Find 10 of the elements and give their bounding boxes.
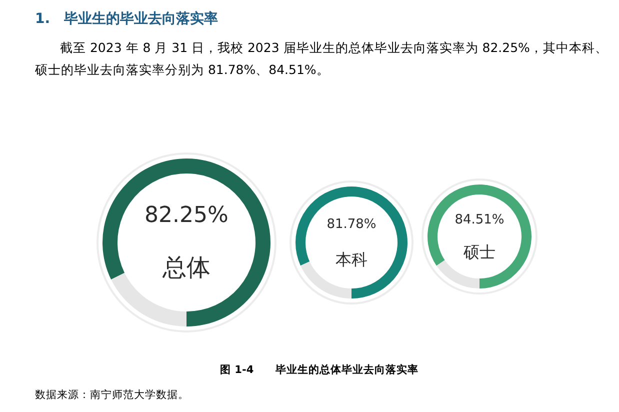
slice-label: 本科 — [336, 250, 368, 269]
slice-label: 总体 — [162, 254, 210, 282]
slice-label: 硕士 — [462, 242, 496, 262]
caption: 图 1-4 毕业生的总体毕业去向落实率 — [220, 363, 419, 378]
chart-title: 1. 毕业生的毕业去向落实率 — [35, 10, 220, 29]
data-label: 82.25% — [144, 203, 228, 228]
source-note: 数据来源：南宁师范大学数据。 — [35, 388, 190, 402]
text: 截至 2023 年 8 月 31 日，我校 2023 届毕业生的总体毕业去向落实率为 82.25%，其中本科、硕士的毕业去向落实率分别为 81.78%、84.51%。 — [35, 39, 609, 79]
data-label: 84.51% — [454, 212, 504, 228]
data-label: 81.78% — [326, 217, 376, 232]
